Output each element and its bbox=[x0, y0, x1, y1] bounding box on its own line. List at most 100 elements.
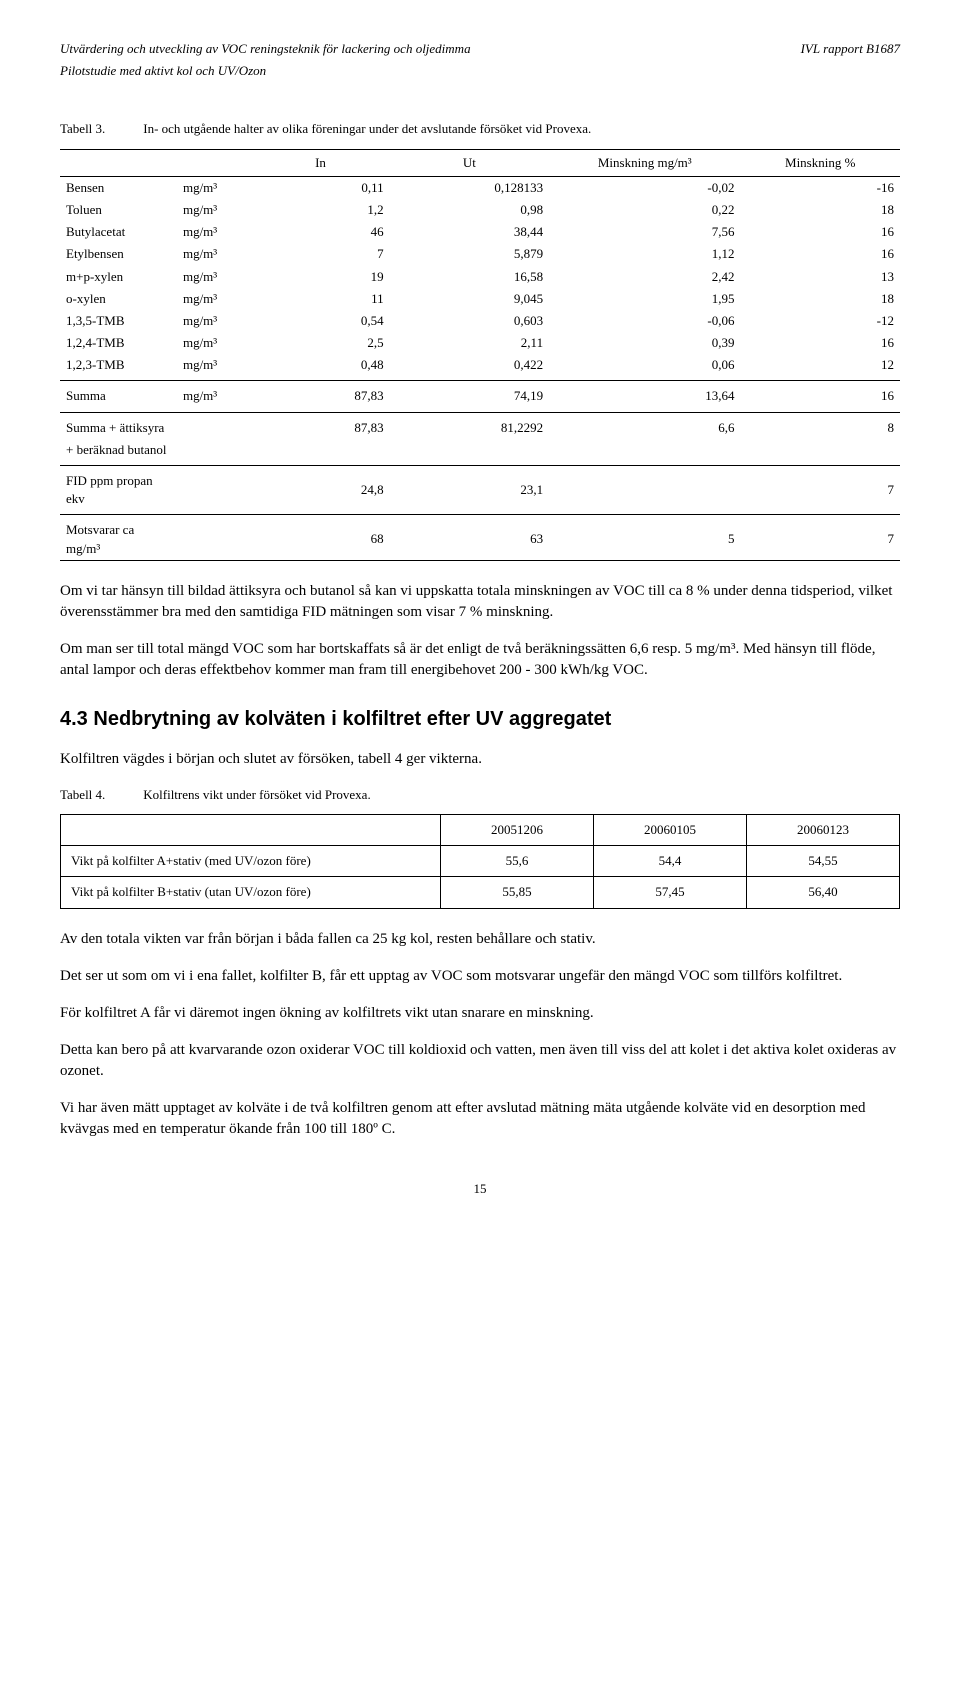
table-cell: 24,8 bbox=[251, 466, 389, 515]
table-row: Butylacetatmg/m³4638,447,5616 bbox=[60, 221, 900, 243]
table-cell: 7,56 bbox=[549, 221, 740, 243]
table-cell: FID ppm propan ekv bbox=[60, 466, 177, 515]
table-row: Vikt på kolfilter B+stativ (utan UV/ozon… bbox=[61, 877, 900, 908]
t4-r0-c2: 54,4 bbox=[594, 846, 747, 877]
table-cell bbox=[740, 439, 900, 466]
table-cell: 87,83 bbox=[251, 412, 389, 439]
table-cell: 1,12 bbox=[549, 243, 740, 265]
th-mins: Minskning mg/m³ bbox=[549, 149, 740, 176]
table-cell: 16,58 bbox=[390, 266, 549, 288]
table-cell: 1,3,5-TMB bbox=[60, 310, 177, 332]
table-row: Motsvarar ca mg/m³686357 bbox=[60, 515, 900, 560]
table-cell: 0,422 bbox=[390, 354, 549, 381]
table-cell: 19 bbox=[251, 266, 389, 288]
paragraph-2: Om man ser till total mängd VOC som har … bbox=[60, 639, 900, 681]
table-cell: mg/m³ bbox=[177, 310, 251, 332]
table-cell: m+p-xylen bbox=[60, 266, 177, 288]
table-cell: mg/m³ bbox=[177, 221, 251, 243]
table-cell: 1,2,4-TMB bbox=[60, 332, 177, 354]
table-cell: 7 bbox=[251, 243, 389, 265]
t4-r1-c3: 56,40 bbox=[747, 877, 900, 908]
header-left1: Utvärdering och utveckling av VOC rening… bbox=[60, 40, 471, 58]
table-cell: 16 bbox=[740, 221, 900, 243]
table3-header-row: In Ut Minskning mg/m³ Minskning % bbox=[60, 149, 900, 176]
table3-label: Tabell 3. bbox=[60, 120, 140, 138]
table-cell: mg/m³ bbox=[177, 332, 251, 354]
table-cell: 11 bbox=[251, 288, 389, 310]
table-cell: Summa + ättiksyra bbox=[60, 412, 177, 439]
table-cell: 0,98 bbox=[390, 199, 549, 221]
table-cell bbox=[177, 412, 251, 439]
paragraph-6: För kolfiltret A får vi däremot ingen ök… bbox=[60, 1003, 900, 1024]
table-cell: -0,02 bbox=[549, 176, 740, 199]
table-cell: 6,6 bbox=[549, 412, 740, 439]
t4-h2: 20060105 bbox=[594, 814, 747, 845]
header-right: IVL rapport B1687 bbox=[801, 40, 900, 58]
table-cell: -16 bbox=[740, 176, 900, 199]
table-row: 1,2,3-TMBmg/m³0,480,4220,0612 bbox=[60, 354, 900, 381]
table-row: Etylbensenmg/m³75,8791,1216 bbox=[60, 243, 900, 265]
table-cell bbox=[177, 439, 251, 466]
paragraph-1: Om vi tar hänsyn till bildad ättiksyra o… bbox=[60, 581, 900, 623]
table-cell: 5 bbox=[549, 515, 740, 560]
paragraph-3: Kolfiltren vägdes i början och slutet av… bbox=[60, 749, 900, 770]
table-cell: o-xylen bbox=[60, 288, 177, 310]
th-blank1 bbox=[60, 149, 177, 176]
t4-h3: 20060123 bbox=[747, 814, 900, 845]
table-cell bbox=[177, 466, 251, 515]
table-cell: mg/m³ bbox=[177, 354, 251, 381]
table-cell: mg/m³ bbox=[177, 288, 251, 310]
table4: 20051206 20060105 20060123 Vikt på kolfi… bbox=[60, 814, 900, 909]
table-row: Vikt på kolfilter A+stativ (med UV/ozon … bbox=[61, 846, 900, 877]
table-cell bbox=[549, 439, 740, 466]
table-cell: mg/m³ bbox=[177, 199, 251, 221]
table-cell: mg/m³ bbox=[177, 243, 251, 265]
table4-label: Tabell 4. bbox=[60, 786, 140, 804]
th-in: In bbox=[251, 149, 389, 176]
table-cell: Summa bbox=[60, 381, 177, 412]
section-title: Nedbrytning av kolväten i kolfiltret eft… bbox=[93, 708, 611, 730]
table-cell: 1,2,3-TMB bbox=[60, 354, 177, 381]
table-cell: 16 bbox=[740, 243, 900, 265]
table-cell: 0,11 bbox=[251, 176, 389, 199]
table-cell: 81,2292 bbox=[390, 412, 549, 439]
table-cell: 7 bbox=[740, 466, 900, 515]
table-cell: Etylbensen bbox=[60, 243, 177, 265]
table-cell: 63 bbox=[390, 515, 549, 560]
table-cell: mg/m³ bbox=[177, 176, 251, 199]
th-ut: Ut bbox=[390, 149, 549, 176]
t4-r0-name: Vikt på kolfilter A+stativ (med UV/ozon … bbox=[61, 846, 441, 877]
t4-h0 bbox=[61, 814, 441, 845]
table-cell: Toluen bbox=[60, 199, 177, 221]
paragraph-5: Det ser ut som om vi i ena fallet, kolfi… bbox=[60, 966, 900, 987]
t4-h1: 20051206 bbox=[441, 814, 594, 845]
table-cell: + beräknad butanol bbox=[60, 439, 177, 466]
table-cell: 5,879 bbox=[390, 243, 549, 265]
table-cell: 68 bbox=[251, 515, 389, 560]
section-heading: 4.3 Nedbrytning av kolväten i kolfiltret… bbox=[60, 705, 900, 733]
table-cell: -0,06 bbox=[549, 310, 740, 332]
table-cell: 2,5 bbox=[251, 332, 389, 354]
table-cell: Motsvarar ca mg/m³ bbox=[60, 515, 177, 560]
t4-r1-c1: 55,85 bbox=[441, 877, 594, 908]
table-cell: 8 bbox=[740, 412, 900, 439]
table-row: FID ppm propan ekv24,823,17 bbox=[60, 466, 900, 515]
table-cell: 74,19 bbox=[390, 381, 549, 412]
table-cell: 18 bbox=[740, 288, 900, 310]
table4-caption: Tabell 4. Kolfiltrens vikt under försöke… bbox=[60, 786, 900, 804]
table-cell: 16 bbox=[740, 381, 900, 412]
t4-r0-c1: 55,6 bbox=[441, 846, 594, 877]
table-cell bbox=[390, 439, 549, 466]
table-cell: 13,64 bbox=[549, 381, 740, 412]
table3-caption-text: In- och utgående halter av olika förenin… bbox=[143, 121, 591, 136]
th-blank2 bbox=[177, 149, 251, 176]
table-row: Toluenmg/m³1,20,980,2218 bbox=[60, 199, 900, 221]
table-row: Bensenmg/m³0,110,128133-0,02-16 bbox=[60, 176, 900, 199]
table3: In Ut Minskning mg/m³ Minskning % Bensen… bbox=[60, 149, 900, 561]
table-cell: 0,54 bbox=[251, 310, 389, 332]
table-row: 1,3,5-TMBmg/m³0,540,603-0,06-12 bbox=[60, 310, 900, 332]
table4-header-row: 20051206 20060105 20060123 bbox=[61, 814, 900, 845]
table-row: Summa + ättiksyra 87,8381,22926,68 bbox=[60, 412, 900, 439]
paragraph-7: Detta kan bero på att kvarvarande ozon o… bbox=[60, 1040, 900, 1082]
t4-r0-c3: 54,55 bbox=[747, 846, 900, 877]
